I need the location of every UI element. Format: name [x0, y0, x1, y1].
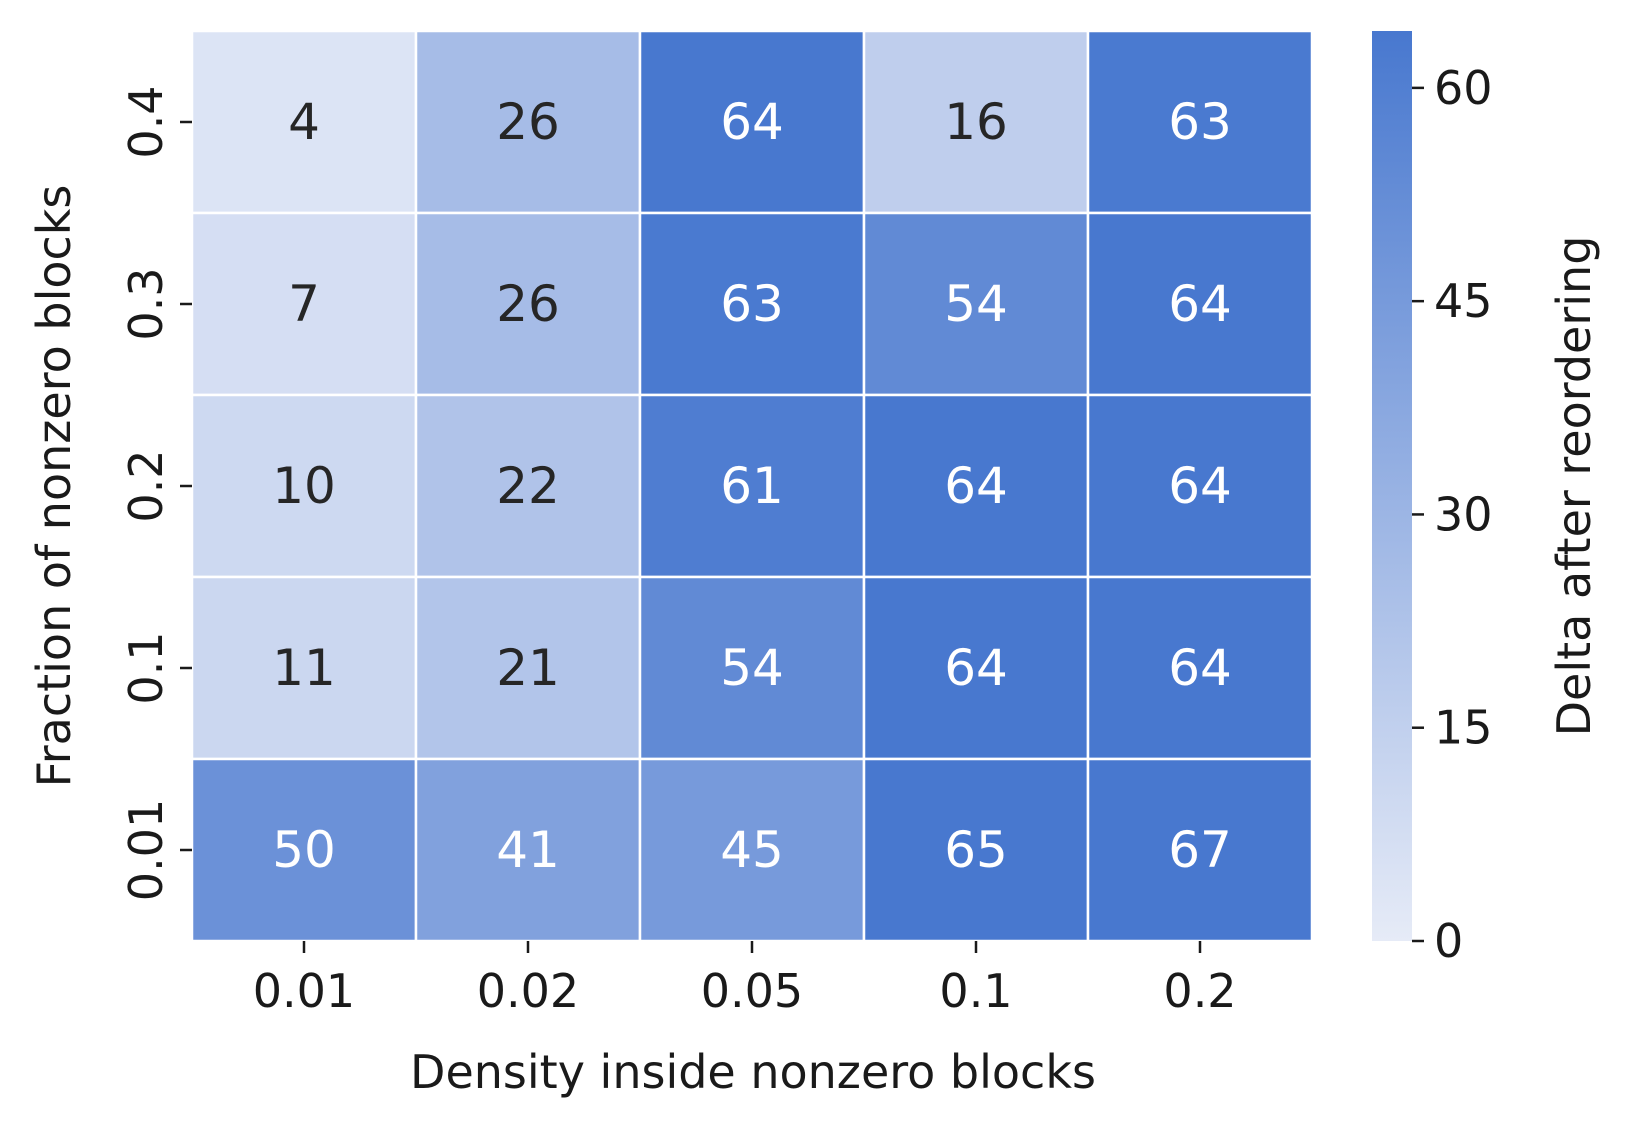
y-tick-label: 0.3	[119, 267, 173, 340]
colorbar-tick-label: 30	[1434, 487, 1493, 541]
x-tick-label: 0.1	[939, 964, 1012, 1018]
heatmap-cell	[862, 393, 1090, 579]
heatmap-cell	[414, 757, 642, 943]
cell-value-label: 22	[496, 457, 560, 515]
heatmap-cell	[1086, 211, 1314, 397]
cell-value-label: 16	[944, 93, 1008, 151]
cell-value-label: 26	[496, 93, 560, 151]
colorbar-gradient	[1372, 31, 1412, 941]
x-axis: 0.01 0.02 0.05 0.1 0.2	[253, 941, 1237, 1018]
x-tick-label: 0.02	[477, 964, 579, 1018]
cell-value-label: 63	[720, 275, 784, 333]
cell-value-label: 64	[1168, 275, 1232, 333]
cell-value-label: 7	[288, 275, 320, 333]
y-tick-label: 0.2	[119, 449, 173, 522]
heatmap-cell	[414, 393, 642, 579]
cell-value-label: 45	[720, 821, 784, 879]
x-tick-label: 0.2	[1163, 964, 1236, 1018]
y-axis: 0.4 0.3 0.2 0.1 0.01	[119, 85, 192, 901]
heatmap-cell	[414, 29, 642, 215]
colorbar-tick-label: 0	[1434, 914, 1463, 968]
heatmap-cell	[190, 757, 418, 943]
colorbar-tick-label: 45	[1434, 274, 1493, 328]
heatmap-cell	[1086, 29, 1314, 215]
cell-value-label: 63	[1168, 93, 1232, 151]
heatmap-cell	[638, 29, 866, 215]
colorbar-tick-label: 60	[1434, 61, 1493, 115]
heatmap-cell	[638, 211, 866, 397]
heatmap-cell	[862, 575, 1090, 761]
cell-value-label: 64	[944, 639, 1008, 697]
colorbar: 0 15 30 45 60 Delta after reordering	[1372, 31, 1601, 968]
y-tick-label: 0.1	[119, 631, 173, 704]
cell-value-label: 54	[720, 639, 784, 697]
x-axis-label: Density inside nonzero blocks	[410, 1045, 1096, 1099]
colorbar-ticks: 0 15 30 45 60	[1412, 61, 1493, 968]
x-tick-label: 0.01	[253, 964, 355, 1018]
colorbar-label: Delta after reordering	[1547, 236, 1601, 737]
cell-value-label: 64	[1168, 639, 1232, 697]
colorbar-tick-label: 15	[1434, 701, 1493, 755]
heatmap-cell	[638, 575, 866, 761]
y-tick-label: 0.4	[119, 85, 173, 158]
heatmap-cell	[862, 29, 1090, 215]
cell-value-label: 61	[720, 457, 784, 515]
heatmap-cell	[1086, 575, 1314, 761]
heatmap-cell	[414, 575, 642, 761]
heatmap-cell	[638, 393, 866, 579]
heatmap-cell	[1086, 393, 1314, 579]
y-tick-label: 0.01	[119, 799, 173, 901]
cell-value-label: 4	[288, 93, 320, 151]
y-axis-label: Fraction of nonzero blocks	[27, 185, 81, 788]
cell-value-label: 26	[496, 275, 560, 333]
heatmap-cell	[638, 757, 866, 943]
cell-value-label: 54	[944, 275, 1008, 333]
cell-value-label: 10	[272, 457, 336, 515]
cell-value-label: 64	[720, 93, 784, 151]
x-tick-label: 0.05	[701, 964, 803, 1018]
cell-value-label: 67	[1168, 821, 1232, 879]
heatmap-cell	[190, 29, 418, 215]
cell-value-label: 65	[944, 821, 1008, 879]
heatmap-cell	[1086, 757, 1314, 943]
cell-value-label: 11	[272, 639, 336, 697]
cell-value-label: 41	[496, 821, 560, 879]
cell-value-label: 64	[944, 457, 1008, 515]
cell-value-label: 64	[1168, 457, 1232, 515]
cell-value-label: 50	[272, 821, 336, 879]
heatmap-cells: 4 26 64 16 63 7 26 63 54 64 10 22 61 64 64 11 21 54 64 64 50…	[190, 29, 1314, 943]
cell-value-label: 21	[496, 639, 560, 697]
heatmap-cell	[190, 211, 418, 397]
